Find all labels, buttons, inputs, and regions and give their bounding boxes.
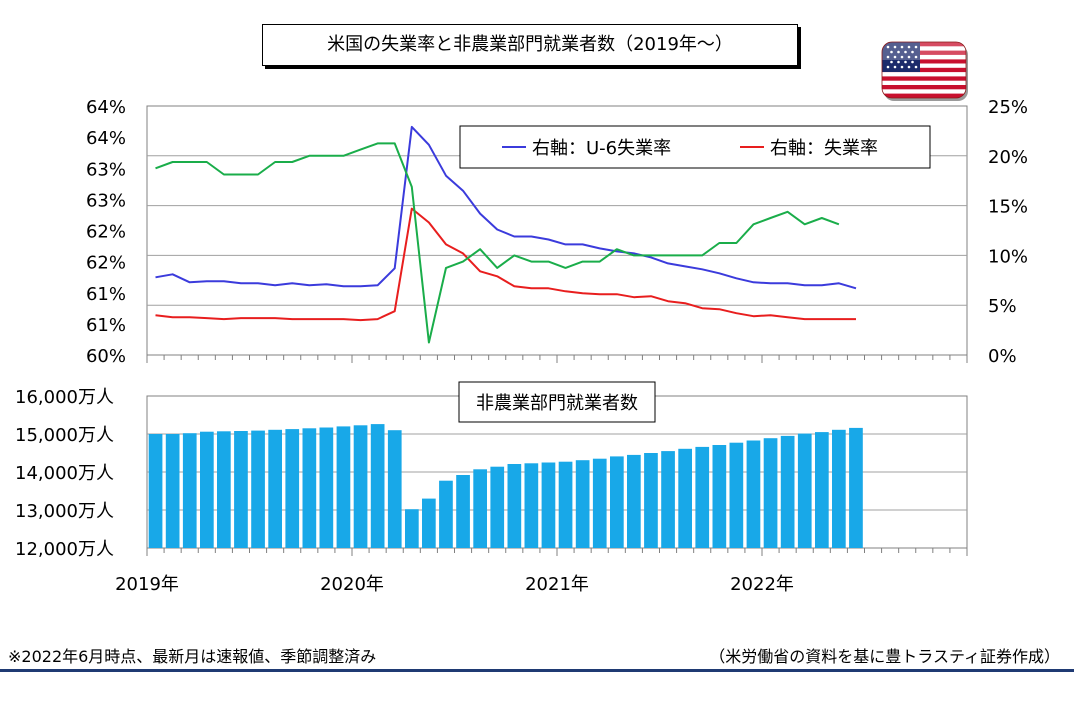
bar-axis-tick-label: 13,000万人 <box>15 501 114 522</box>
right-axis-tick-label: 10% <box>988 246 1028 267</box>
employment-bar <box>746 440 761 548</box>
employment-bar <box>439 480 453 548</box>
employment-bar <box>661 451 675 548</box>
employment-bar <box>387 430 402 548</box>
right-axis-tick-label: 5% <box>988 296 1017 317</box>
left-axis-tick-label: 63% <box>86 190 126 211</box>
left-axis-tick-label: 61% <box>86 284 126 305</box>
employment-bar <box>610 456 624 548</box>
employment-bar <box>200 431 214 548</box>
source-note: （米労働省の資料を基に豊トラスティ証券作成） <box>709 647 1060 666</box>
x-year-label: 2022年 <box>730 574 794 595</box>
legend-label: 右軸：失業率 <box>770 138 878 159</box>
left-axis-tick-label: 64% <box>86 128 126 149</box>
bar-axis-tick-label: 12,000万人 <box>15 539 114 560</box>
employment-bar <box>285 429 300 548</box>
left-axis-tick-label: 60% <box>86 346 126 367</box>
right-axis-tick-label: 20% <box>988 147 1028 168</box>
u6-rate-line <box>155 125 857 290</box>
right-axis-tick-label: 15% <box>988 197 1028 218</box>
bar-axis-tick-label: 16,000万人 <box>15 387 114 408</box>
employment-bar <box>797 433 812 548</box>
employment-bar <box>815 432 829 548</box>
employment-bar <box>217 431 231 548</box>
bar-axis-tick-label: 14,000万人 <box>15 463 114 484</box>
employment-bar <box>370 424 385 548</box>
footnote: ※2022年6月時点、最新月は速報値、季節調整済み <box>8 647 377 666</box>
left-axis-tick-label: 63% <box>86 159 126 180</box>
employment-bar <box>524 463 539 548</box>
employment-bar <box>541 462 556 548</box>
employment-bar <box>336 426 351 548</box>
us-flag-icon <box>881 41 968 101</box>
employment-bar <box>507 464 522 548</box>
employment-bar <box>558 461 573 548</box>
employment-bar <box>268 429 282 548</box>
employment-bar <box>575 460 590 548</box>
x-year-label: 2020年 <box>320 574 384 595</box>
employment-bar <box>182 433 197 548</box>
employment-bar <box>422 498 436 548</box>
left-axis-tick-label: 62% <box>86 222 126 243</box>
employment-bar <box>644 453 658 548</box>
legend-label: 右軸：U-6失業率 <box>532 138 671 159</box>
employment-bar <box>627 454 641 548</box>
employment-bar <box>490 466 505 548</box>
employment-bar <box>763 438 778 548</box>
employment-bar <box>456 475 470 548</box>
employment-bar <box>592 458 607 548</box>
bar-chart-title: 非農業部門就業者数 <box>476 393 638 414</box>
employment-bar <box>712 445 727 548</box>
bar-axis-tick-label: 15,000万人 <box>15 425 114 446</box>
x-year-label: 2019年 <box>115 574 179 595</box>
employment-bar <box>678 448 692 548</box>
employment-bar <box>148 434 163 548</box>
employment-bar <box>473 469 487 548</box>
bottom-rule <box>0 669 1074 672</box>
left-axis-tick-label: 61% <box>86 315 126 336</box>
employment-bar <box>353 425 368 548</box>
left-axis-tick-label: 62% <box>86 253 126 274</box>
x-year-label: 2021年 <box>525 574 589 595</box>
employment-bar <box>234 431 248 548</box>
employment-bar <box>729 442 744 548</box>
employment-bar <box>695 446 710 548</box>
employment-bar <box>405 509 419 548</box>
employment-bar <box>251 430 265 548</box>
employment-bar <box>849 427 863 548</box>
left-axis-tick-label: 64% <box>86 97 126 118</box>
legend-box <box>459 125 931 169</box>
bar-title-box <box>458 381 656 423</box>
right-axis-tick-label: 0% <box>988 346 1017 367</box>
employment-bar <box>302 428 317 548</box>
employment-bar <box>780 435 795 548</box>
participation-rate-line <box>155 142 840 344</box>
chart-title: 米国の失業率と非農業部門就業者数（2019年〜） <box>262 24 798 66</box>
right-axis-tick-label: 25% <box>988 97 1028 118</box>
employment-bar <box>832 429 846 548</box>
employment-bar <box>165 434 180 548</box>
employment-bar <box>319 427 334 548</box>
unemployment-rate-line <box>155 207 856 322</box>
